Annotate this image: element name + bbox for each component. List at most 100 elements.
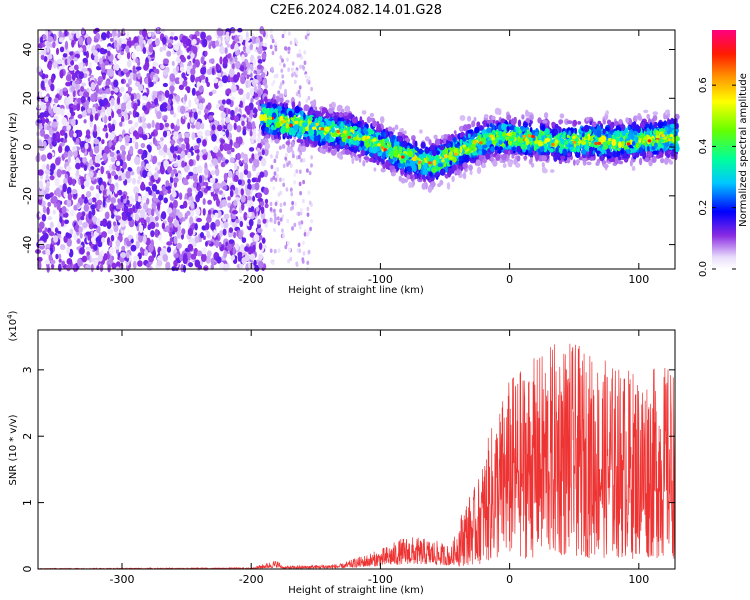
spectrogram-cell — [80, 95, 86, 104]
spectrogram-cell — [90, 264, 94, 273]
spectrogram-cell — [81, 67, 88, 73]
spectrogram-cell — [240, 152, 244, 158]
spectrogram-cell — [235, 136, 239, 144]
spectrogram-cell — [78, 36, 83, 46]
spectrogram-cell — [220, 139, 226, 144]
spectrogram-cell — [53, 235, 59, 243]
spectrogram-cell — [204, 113, 208, 120]
spectrogram-cell — [282, 182, 286, 187]
spectrogram-cell — [294, 201, 297, 207]
spectrogram-cell — [168, 93, 174, 100]
spectrogram-cell — [125, 45, 130, 54]
spectrogram-cell — [263, 147, 269, 157]
spectrogram-cell — [241, 120, 245, 127]
spectrogram-cell — [52, 104, 58, 114]
spectrogram-cell — [240, 76, 246, 85]
spectrogram-cell — [146, 198, 150, 205]
spectrogram-cell — [541, 162, 545, 168]
spectrogram-cell — [215, 183, 222, 189]
spectrogram-cell — [45, 174, 49, 181]
spectrogram-cell — [120, 252, 126, 258]
spectrogram-cell — [213, 195, 219, 201]
spectrogram-cell — [220, 131, 226, 136]
spectrogram-cell — [93, 123, 97, 133]
spectrogram-cell — [126, 199, 130, 205]
spectrogram-cell — [247, 178, 251, 184]
spectrogram-cell — [130, 238, 134, 244]
spectrogram-cell — [243, 70, 248, 77]
spectrogram-cell — [306, 78, 309, 84]
spectrogram-cell — [176, 118, 180, 127]
spectrogram-cell — [270, 154, 273, 159]
spectrogram-cell — [236, 152, 241, 161]
spectrogram-cell — [369, 112, 375, 118]
spectrogram-cell — [380, 167, 386, 173]
spectrogram-cell — [137, 260, 143, 267]
spectrogram-cell — [163, 58, 169, 65]
spectrogram-cell — [310, 155, 313, 160]
spectrogram-cell — [179, 105, 186, 115]
spectrogram-cell — [197, 110, 202, 115]
spectrogram-cell — [66, 258, 73, 265]
spectrogram-cell — [80, 161, 84, 167]
spectrogram-cell — [228, 239, 235, 244]
spectrogram-cell — [361, 110, 367, 115]
spectrogram-cell — [492, 159, 498, 167]
spectrogram-cell — [204, 129, 211, 137]
spectrogram-cell — [182, 255, 188, 265]
spectrogram-cell — [152, 77, 156, 82]
spectrogram-cell — [54, 227, 59, 234]
spectrogram-cell — [139, 209, 145, 218]
spectrogram-cell — [102, 198, 106, 208]
spectrogram-cell — [279, 55, 283, 60]
spectrogram-cell — [152, 91, 158, 96]
spectrogram-cell — [635, 115, 638, 120]
spectrogram-cell — [223, 172, 228, 181]
spectrogram-cell — [50, 259, 56, 265]
spectrogram-cell — [81, 211, 86, 217]
spectrogram-cell — [181, 160, 186, 168]
spectrogram-cell — [62, 87, 68, 92]
spectrogram-cell — [165, 261, 171, 271]
spectrogram-cell — [37, 227, 43, 233]
spectrogram-cell — [105, 80, 110, 88]
spectrogram-cell — [124, 135, 130, 144]
spectrogram-cell — [107, 50, 111, 57]
spectrogram-cell — [291, 205, 295, 210]
spectrogram-cell — [226, 43, 230, 48]
spectrogram-cell — [305, 232, 309, 237]
spectrogram-cell — [219, 230, 224, 237]
spectrogram-cell — [78, 129, 82, 138]
spectrogram-cell — [146, 123, 152, 129]
spectrogram-cell — [83, 91, 90, 98]
spectrogram-cell — [245, 62, 251, 68]
spectrogram-cell — [162, 130, 168, 138]
spectrogram-cell — [259, 234, 263, 241]
spectrogram-cell — [217, 80, 224, 88]
spectrogram-cell — [127, 216, 133, 221]
spectrogram-cell — [176, 230, 182, 239]
spectrogram-cell — [164, 90, 170, 98]
spectrogram-cell — [280, 81, 283, 87]
spectrogram-cell — [76, 103, 81, 112]
spectrogram-cell — [126, 240, 132, 247]
spectrogram-cell — [307, 190, 311, 195]
spectrogram-cell — [517, 119, 522, 128]
spectrogram-cell — [69, 228, 74, 235]
spectrogram-cell — [105, 211, 110, 220]
spectrogram-cell — [270, 28, 273, 33]
spectrogram-cell — [122, 68, 129, 73]
spectrogram-cell — [166, 130, 171, 137]
spectrogram-cell — [453, 130, 457, 135]
spectrogram-cell — [214, 212, 219, 218]
spectrogram-cell — [58, 253, 62, 260]
spectrogram-cell — [111, 262, 117, 270]
spectrogram-cell — [81, 27, 85, 35]
spectrogram-cell — [140, 160, 145, 168]
spectrogram-cell — [67, 57, 71, 66]
spectrogram-cell — [249, 130, 253, 137]
spectrogram-cell — [109, 183, 115, 192]
spectrogram-cell — [221, 156, 226, 162]
spectrogram-cell — [132, 177, 136, 185]
spectrogram-cell — [192, 173, 198, 182]
